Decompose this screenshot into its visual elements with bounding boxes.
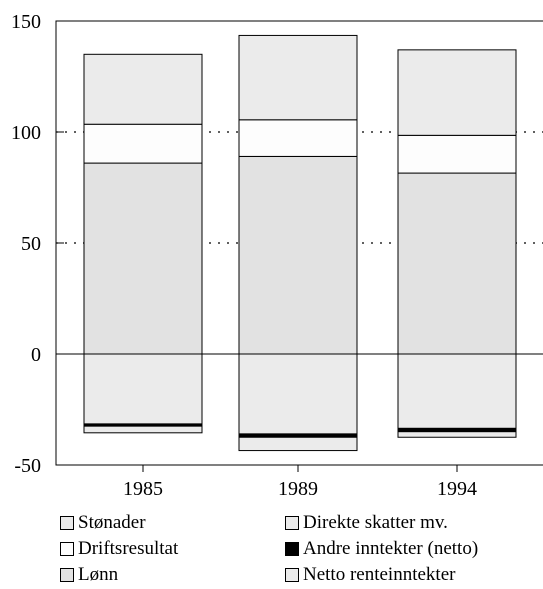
- y-tick-label: 50: [21, 233, 41, 255]
- legend-item-andre-inntekter: Andre inntekter (netto): [285, 538, 478, 560]
- y-tick-label: 150: [11, 11, 41, 33]
- legend-swatch: [60, 516, 74, 530]
- legend-label: Netto renteinntekter: [303, 564, 455, 586]
- y-tick-label: 100: [11, 122, 41, 144]
- bars: [84, 35, 516, 450]
- bar-segment-1994-direkte-skatter-mv-: [398, 354, 516, 428]
- bar-segment-1994-l-nn: [398, 173, 516, 354]
- bar-segment-1989-st-nader: [239, 35, 357, 119]
- legend-item-driftsresultat: Driftsresultat: [60, 538, 178, 560]
- bar-segment-1985-st-nader: [84, 54, 202, 124]
- legend-swatch: [60, 568, 74, 582]
- bar-segment-1985-direkte-skatter-mv-: [84, 354, 202, 424]
- legend-swatch: [285, 542, 299, 556]
- legend-item-netto-renteinntekter: Netto renteinntekter: [285, 564, 455, 586]
- legend-swatch: [285, 568, 299, 582]
- x-tick-label: 1985: [123, 478, 163, 500]
- legend-item-lonn: Lønn: [60, 564, 118, 586]
- legend-item-direkte-skatter: Direkte skatter mv.: [285, 512, 448, 534]
- legend-label: Stønader: [78, 512, 146, 534]
- bar-segment-1985-driftsresultat: [84, 124, 202, 163]
- legend-item-stonader: Stønader: [60, 512, 146, 534]
- bar-segment-1985-l-nn: [84, 163, 202, 354]
- x-tick-label: 1989: [278, 478, 318, 500]
- x-tick-label: 1994: [437, 478, 477, 500]
- bar-segment-1994-st-nader: [398, 50, 516, 135]
- y-tick-label: -50: [14, 455, 41, 477]
- legend-label: Andre inntekter (netto): [303, 538, 478, 560]
- bar-segment-1989-driftsresultat: [239, 120, 357, 157]
- y-tick-label: 0: [31, 344, 41, 366]
- bar-segment-1989-l-nn: [239, 156, 357, 354]
- bar-segment-1994-netto-renteinntekter: [398, 432, 516, 438]
- legend-label: Driftsresultat: [78, 538, 178, 560]
- bar-segment-1989-netto-renteinntekter: [239, 437, 357, 450]
- bar-segment-1985-netto-renteinntekter: [84, 426, 202, 433]
- bar-segment-1994-driftsresultat: [398, 135, 516, 173]
- legend-swatch: [60, 542, 74, 556]
- bar-segment-1989-direkte-skatter-mv-: [239, 354, 357, 434]
- legend-swatch: [285, 516, 299, 530]
- legend-label: Lønn: [78, 564, 118, 586]
- legend-label: Direkte skatter mv.: [303, 512, 448, 534]
